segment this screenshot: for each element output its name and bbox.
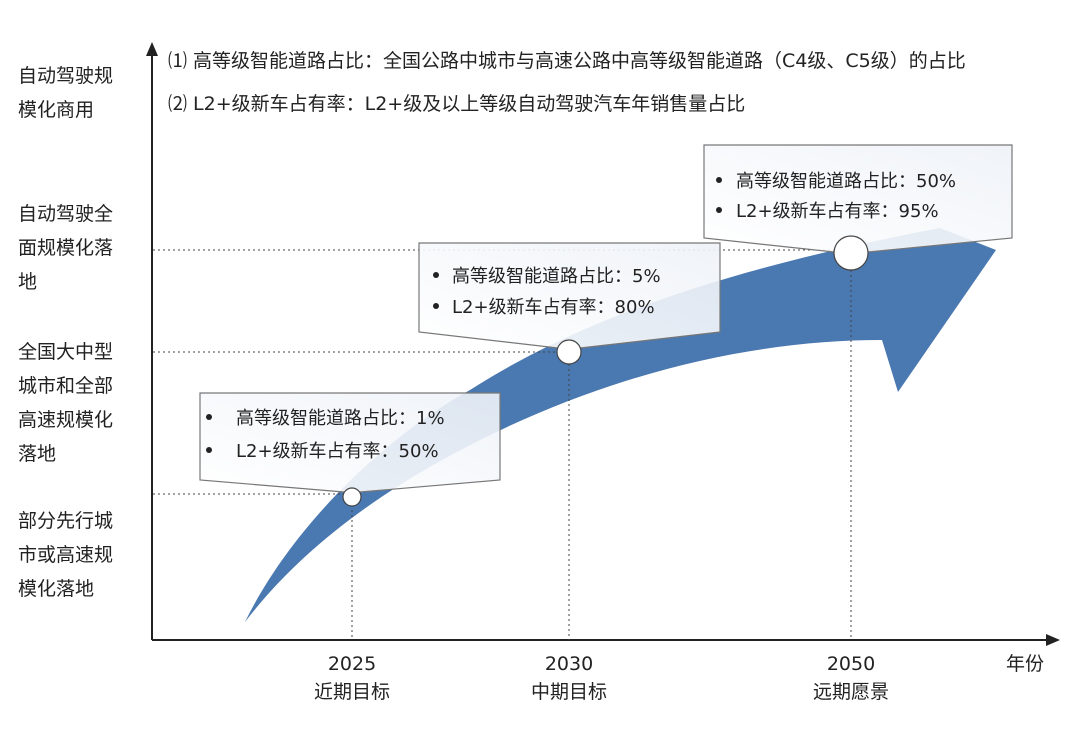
tick-name: 远期愿景 xyxy=(813,681,889,703)
y-level-label: 高速规模化 xyxy=(18,409,113,431)
y-level-labels: 自动驾驶规 模化商用 自动驾驶全 面规模化落 地 全国大中型 城市和全部 高速规… xyxy=(18,65,113,600)
note-1: ⑴ 高等级智能道路占比：全国公路中城市与高速公路中高等级智能道路（C4级、C5级… xyxy=(168,50,966,72)
callout-2030: 高等级智能道路占比：5% L2+级新车占有率：80% xyxy=(418,242,721,349)
callout-item: L2+级新车占有率：95% xyxy=(736,201,939,222)
x-axis-arrowhead xyxy=(1046,634,1060,646)
milestone-point-2025 xyxy=(342,487,362,507)
y-level-label: 自动驾驶规 xyxy=(18,65,113,87)
y-level-label: 地 xyxy=(18,271,37,293)
marker-icon xyxy=(716,207,722,213)
marker-icon xyxy=(716,177,722,183)
tick-year: 2025 xyxy=(328,653,376,675)
x-axis-label: 年份 xyxy=(1006,653,1044,675)
callout-item: L2+级新车占有率：80% xyxy=(452,297,655,318)
marker-icon xyxy=(433,272,439,278)
callout-2025: 高等级智能道路占比：1% L2+级新车占有率：50% xyxy=(199,392,501,493)
y-level-label: 城市和全部 xyxy=(18,375,113,397)
y-level-label: 部分先行城 xyxy=(18,510,113,532)
callout-item: 高等级智能道路占比：50% xyxy=(736,171,956,192)
tick-year: 2050 xyxy=(827,653,875,675)
callout-item: L2+级新车占有率：50% xyxy=(236,441,439,462)
y-axis-arrowhead xyxy=(146,42,158,56)
tick-name: 中期目标 xyxy=(531,681,607,703)
marker-icon xyxy=(206,447,212,453)
axes xyxy=(146,42,1060,646)
milestone-point-2050 xyxy=(833,235,869,271)
callout-item: 高等级智能道路占比：5% xyxy=(452,266,661,287)
tick-name: 近期目标 xyxy=(314,681,390,703)
y-level-label: 面规模化落 xyxy=(18,237,113,259)
y-level-label: 落地 xyxy=(18,443,56,465)
y-level-label: 模化商用 xyxy=(18,99,94,121)
marker-icon xyxy=(433,303,439,309)
x-tick-labels: 2025 近期目标 2030 中期目标 2050 远期愿景 xyxy=(314,653,889,703)
milestone-point-2030 xyxy=(556,339,582,365)
y-level-label: 全国大中型 xyxy=(18,341,113,363)
y-level-label: 市或高速规 xyxy=(18,544,113,566)
y-level-label: 自动驾驶全 xyxy=(18,203,113,225)
y-level-label: 模化落地 xyxy=(18,578,94,600)
marker-icon xyxy=(206,414,212,420)
callout-2050: 高等级智能道路占比：50% L2+级新车占有率：95% xyxy=(703,144,1013,253)
tick-year: 2030 xyxy=(545,653,593,675)
growth-arrow xyxy=(245,228,996,622)
note-2: ⑵ L2+级新车占有率：L2+级及以上等级自动驾驶汽车年销售量占比 xyxy=(168,93,745,115)
callout-item: 高等级智能道路占比：1% xyxy=(236,408,445,429)
